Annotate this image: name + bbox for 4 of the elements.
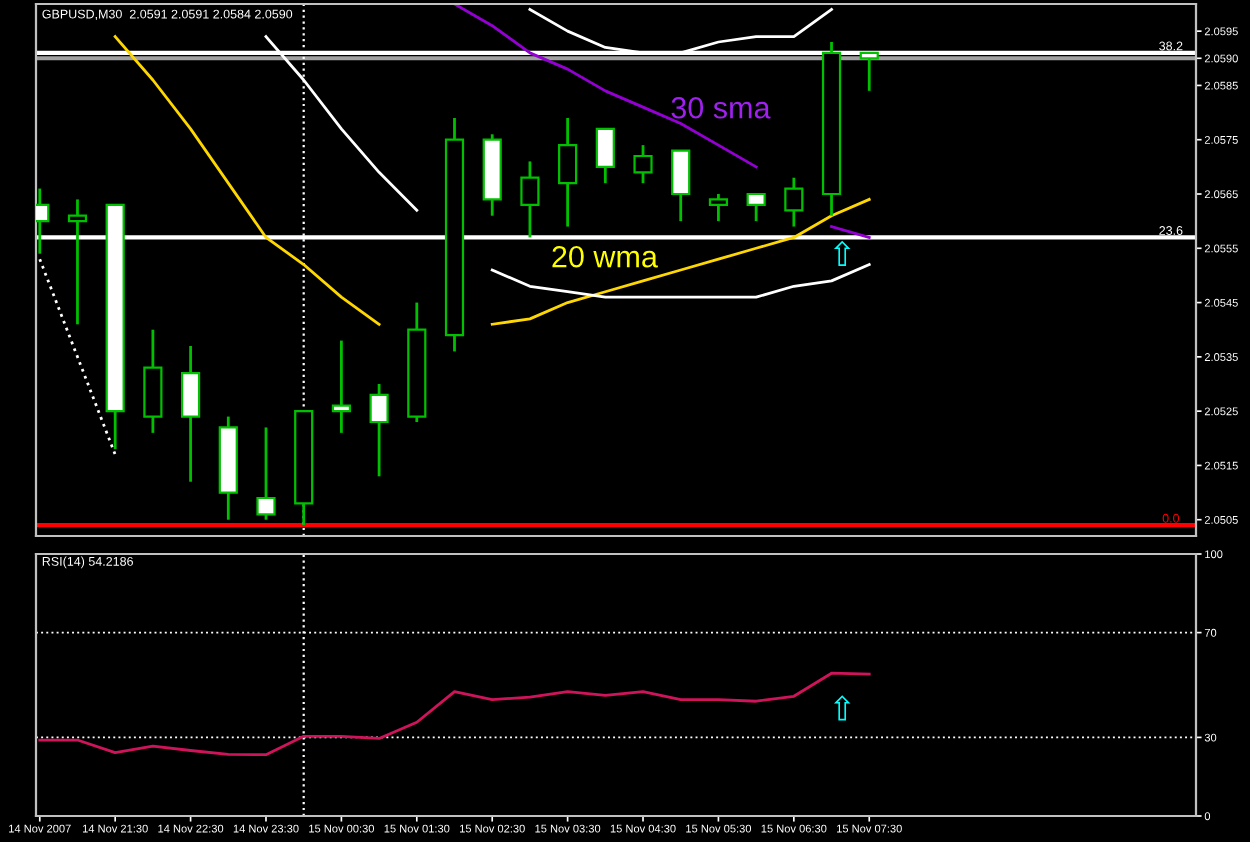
annotation: ⇧ (833, 240, 851, 266)
annotation: 30 sma (671, 96, 771, 119)
annotation: 20 wma (552, 245, 658, 268)
annotation: ⇧ (833, 695, 851, 721)
